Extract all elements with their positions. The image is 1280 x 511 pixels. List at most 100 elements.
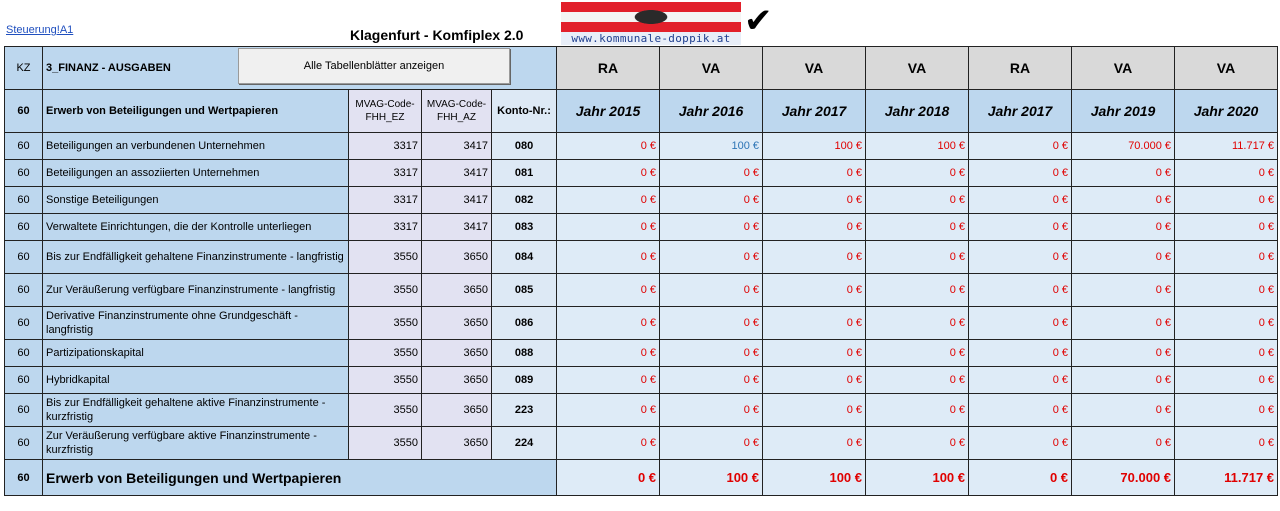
column-type[interactable]: VA bbox=[865, 46, 970, 90]
column-type[interactable]: RA bbox=[968, 46, 1073, 90]
value-cell[interactable]: 0 € bbox=[1174, 159, 1279, 187]
konto-cell[interactable]: 085 bbox=[490, 273, 558, 307]
value-cell[interactable]: 0 € bbox=[659, 339, 764, 367]
column-type[interactable]: RA bbox=[556, 46, 661, 90]
total-label[interactable]: Erwerb von Beteiligungen und Wertpapiere… bbox=[41, 459, 558, 496]
total-value-cell[interactable]: 11.717 € bbox=[1174, 459, 1279, 496]
mvag-ez-cell[interactable]: 3317 bbox=[348, 186, 422, 214]
value-cell[interactable]: 0 € bbox=[865, 240, 970, 274]
account-label[interactable]: Bis zur Endfälligkeit gehaltene Finanzin… bbox=[42, 240, 349, 274]
total-value-cell[interactable]: 100 € bbox=[865, 459, 970, 496]
account-label[interactable]: Sonstige Beteiligungen bbox=[42, 186, 349, 214]
mvag-ez-cell[interactable]: 3317 bbox=[348, 159, 422, 187]
konto-header[interactable]: Konto-Nr.: bbox=[490, 89, 558, 133]
mvag-ez-cell[interactable]: 3550 bbox=[348, 339, 422, 367]
value-cell[interactable]: 0 € bbox=[556, 240, 661, 274]
value-cell[interactable]: 0 € bbox=[865, 186, 970, 214]
value-cell[interactable]: 0 € bbox=[659, 240, 764, 274]
value-cell[interactable]: 0 € bbox=[865, 366, 970, 394]
year-header[interactable]: Jahr 2020 bbox=[1174, 89, 1279, 133]
konto-cell[interactable]: 084 bbox=[490, 240, 558, 274]
value-cell[interactable]: 0 € bbox=[1174, 339, 1279, 367]
konto-cell[interactable]: 083 bbox=[490, 213, 558, 241]
mvag-ez-header[interactable]: MVAG-Code-FHH_EZ bbox=[348, 89, 422, 133]
kz-cell[interactable]: 60 bbox=[4, 132, 43, 160]
kz-cell[interactable]: 60 bbox=[4, 273, 43, 307]
value-cell[interactable]: 0 € bbox=[865, 306, 970, 340]
mvag-ez-cell[interactable]: 3317 bbox=[348, 132, 422, 160]
mvag-az-cell[interactable]: 3650 bbox=[421, 339, 492, 367]
value-cell[interactable]: 0 € bbox=[1071, 393, 1176, 427]
mvag-az-cell[interactable]: 3650 bbox=[421, 273, 492, 307]
year-header[interactable]: Jahr 2019 bbox=[1071, 89, 1176, 133]
value-cell[interactable]: 100 € bbox=[659, 132, 764, 160]
account-label[interactable]: Beteiligungen an verbundenen Unternehmen bbox=[42, 132, 349, 160]
value-cell[interactable]: 0 € bbox=[556, 426, 661, 460]
value-cell[interactable]: 0 € bbox=[865, 273, 970, 307]
mvag-ez-cell[interactable]: 3550 bbox=[348, 393, 422, 427]
account-label[interactable]: Beteiligungen an assoziierten Unternehme… bbox=[42, 159, 349, 187]
kz-header[interactable]: KZ bbox=[4, 46, 43, 90]
value-cell[interactable]: 0 € bbox=[762, 273, 867, 307]
value-cell[interactable]: 0 € bbox=[1174, 426, 1279, 460]
value-cell[interactable]: 0 € bbox=[968, 339, 1073, 367]
kz-cell[interactable]: 60 bbox=[4, 306, 43, 340]
account-label[interactable]: Verwaltete Einrichtungen, die der Kontro… bbox=[42, 213, 349, 241]
value-cell[interactable]: 0 € bbox=[1071, 213, 1176, 241]
group-title[interactable]: Erwerb von Beteiligungen und Wertpapiere… bbox=[42, 89, 349, 133]
mvag-az-cell[interactable]: 3650 bbox=[421, 393, 492, 427]
value-cell[interactable]: 0 € bbox=[1071, 159, 1176, 187]
value-cell[interactable]: 0 € bbox=[762, 339, 867, 367]
value-cell[interactable]: 0 € bbox=[968, 132, 1073, 160]
value-cell[interactable]: 0 € bbox=[968, 273, 1073, 307]
value-cell[interactable]: 0 € bbox=[1174, 273, 1279, 307]
value-cell[interactable]: 0 € bbox=[968, 240, 1073, 274]
column-type[interactable]: VA bbox=[762, 46, 867, 90]
konto-cell[interactable]: 086 bbox=[490, 306, 558, 340]
year-header[interactable]: Jahr 2015 bbox=[556, 89, 661, 133]
value-cell[interactable]: 0 € bbox=[968, 213, 1073, 241]
account-label[interactable]: Hybridkapital bbox=[42, 366, 349, 394]
mvag-ez-cell[interactable]: 3317 bbox=[348, 213, 422, 241]
value-cell[interactable]: 100 € bbox=[762, 132, 867, 160]
value-cell[interactable]: 0 € bbox=[762, 213, 867, 241]
account-label[interactable]: Bis zur Endfälligkeit gehaltene aktive F… bbox=[42, 393, 349, 427]
value-cell[interactable]: 0 € bbox=[968, 426, 1073, 460]
konto-cell[interactable]: 082 bbox=[490, 186, 558, 214]
value-cell[interactable]: 0 € bbox=[1174, 186, 1279, 214]
value-cell[interactable]: 0 € bbox=[968, 186, 1073, 214]
konto-cell[interactable]: 224 bbox=[490, 426, 558, 460]
value-cell[interactable]: 0 € bbox=[556, 273, 661, 307]
value-cell[interactable]: 0 € bbox=[762, 366, 867, 394]
value-cell[interactable]: 0 € bbox=[556, 306, 661, 340]
value-cell[interactable]: 11.717 € bbox=[1174, 132, 1279, 160]
kz-cell[interactable]: 60 bbox=[4, 426, 43, 460]
konto-cell[interactable]: 088 bbox=[490, 339, 558, 367]
value-cell[interactable]: 0 € bbox=[659, 213, 764, 241]
konto-cell[interactable]: 223 bbox=[490, 393, 558, 427]
value-cell[interactable]: 100 € bbox=[865, 132, 970, 160]
konto-cell[interactable]: 081 bbox=[490, 159, 558, 187]
mvag-az-cell[interactable]: 3650 bbox=[421, 240, 492, 274]
value-cell[interactable]: 0 € bbox=[762, 306, 867, 340]
show-all-sheets-button[interactable]: Alle Tabellenblätter anzeigen bbox=[238, 48, 510, 84]
value-cell[interactable]: 0 € bbox=[659, 366, 764, 394]
column-type[interactable]: VA bbox=[659, 46, 764, 90]
value-cell[interactable]: 0 € bbox=[1071, 306, 1176, 340]
kz-cell[interactable]: 60 bbox=[4, 159, 43, 187]
value-cell[interactable]: 0 € bbox=[659, 426, 764, 460]
mvag-ez-cell[interactable]: 3550 bbox=[348, 306, 422, 340]
total-value-cell[interactable]: 70.000 € bbox=[1071, 459, 1176, 496]
value-cell[interactable]: 0 € bbox=[659, 186, 764, 214]
konto-cell[interactable]: 080 bbox=[490, 132, 558, 160]
value-cell[interactable]: 0 € bbox=[762, 426, 867, 460]
account-label[interactable]: Zur Veräußerung verfügbare aktive Finanz… bbox=[42, 426, 349, 460]
account-label[interactable]: Partizipationskapital bbox=[42, 339, 349, 367]
value-cell[interactable]: 0 € bbox=[1071, 186, 1176, 214]
mvag-az-cell[interactable]: 3417 bbox=[421, 186, 492, 214]
mvag-az-header[interactable]: MVAG-Code-FHH_AZ bbox=[421, 89, 492, 133]
value-cell[interactable]: 0 € bbox=[865, 159, 970, 187]
value-cell[interactable]: 0 € bbox=[556, 393, 661, 427]
value-cell[interactable]: 0 € bbox=[865, 426, 970, 460]
value-cell[interactable]: 0 € bbox=[1174, 213, 1279, 241]
